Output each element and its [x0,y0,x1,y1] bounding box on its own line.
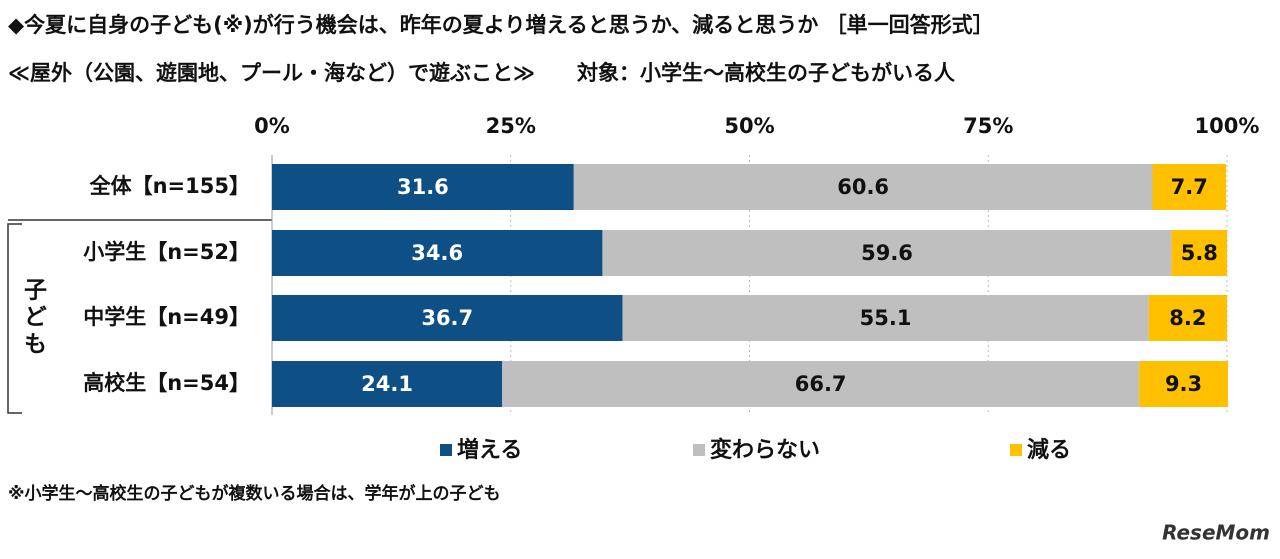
bar-segment [272,230,603,276]
data-label: 66.7 [795,372,847,396]
y-tick-label: 高校生【n=54】 [83,371,250,395]
y-tick-label: 中学生【n=49】 [83,305,250,329]
bar-segment [1152,164,1227,210]
x-tick-label: 100% [1195,114,1260,138]
data-label: 36.7 [421,306,473,330]
group-bracket [7,223,22,414]
x-tick-label: 0% [254,114,290,138]
data-label: 9.3 [1165,372,1202,396]
group-label: 子ども [20,278,48,359]
data-label: 59.6 [861,241,913,265]
chart-subtitle: ≪屋外（公園、遊園地、プール・海など）で遊ぶこと≫ 対象：小学生～高校生の子ども… [8,61,955,85]
bar-segment [272,164,574,210]
bar-segment [272,361,503,407]
legend-swatch [1010,444,1022,456]
bar-segment [502,361,1140,407]
bar-segment [1148,295,1227,341]
data-label: 7.7 [1171,175,1208,199]
x-tick-label: 50% [724,114,774,138]
y-tick-label: 小学生【n=52】 [83,240,250,264]
data-label: 60.6 [837,175,889,199]
bar-segment [272,295,623,341]
legend-label: 増える [457,437,522,463]
bar-segment [1139,361,1228,407]
data-label: 24.1 [361,372,413,396]
x-tick-label: 75% [963,114,1013,138]
data-label: 34.6 [411,241,463,265]
bar-segment [573,164,1153,210]
chart-title: ◆今夏に自身の子ども(※)が行う機会は、昨年の夏より増えると思うか、減ると思うか… [8,13,994,37]
bar-segment [1171,230,1227,276]
legend-swatch [693,444,705,456]
bar-segment [602,230,1172,276]
footnote: ※小学生～高校生の子どもが複数いる場合は、学年が上の子ども [8,483,501,504]
x-tick-label: 25% [486,114,536,138]
y-tick-label: 全体【n=155】 [89,174,250,198]
data-label: 55.1 [860,306,912,330]
legend-swatch [440,444,452,456]
data-label: 8.2 [1169,306,1206,330]
watermark: ReseMom [1162,521,1270,545]
legend-label: 変わらない [710,437,820,463]
legend-label: 減る [1027,438,1071,463]
data-label: 31.6 [397,175,449,199]
bar-segment [622,295,1149,341]
data-label: 5.8 [1181,241,1218,265]
